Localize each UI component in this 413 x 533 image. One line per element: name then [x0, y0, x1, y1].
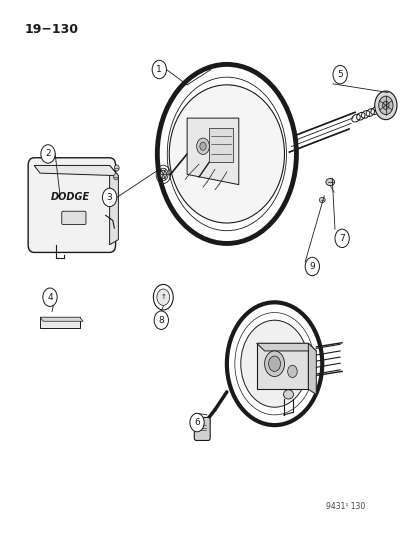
- Polygon shape: [308, 343, 316, 394]
- Circle shape: [160, 171, 166, 179]
- Ellipse shape: [283, 390, 293, 399]
- Circle shape: [378, 96, 392, 115]
- Circle shape: [304, 257, 319, 276]
- Text: 4: 4: [47, 293, 53, 302]
- Circle shape: [102, 188, 116, 207]
- Circle shape: [157, 289, 169, 305]
- Circle shape: [41, 145, 55, 163]
- Polygon shape: [187, 118, 238, 184]
- FancyBboxPatch shape: [62, 211, 86, 224]
- Circle shape: [374, 91, 396, 119]
- Circle shape: [196, 138, 209, 155]
- Circle shape: [332, 66, 347, 84]
- Circle shape: [113, 174, 118, 180]
- Polygon shape: [256, 343, 316, 351]
- Circle shape: [190, 414, 204, 432]
- Text: 2: 2: [45, 149, 51, 158]
- Text: 7: 7: [338, 234, 344, 243]
- Text: 1: 1: [156, 65, 162, 74]
- Text: 5: 5: [337, 70, 342, 79]
- Polygon shape: [34, 165, 118, 176]
- Circle shape: [334, 229, 349, 247]
- Text: 6: 6: [194, 418, 199, 427]
- Polygon shape: [109, 165, 118, 245]
- FancyBboxPatch shape: [256, 343, 308, 389]
- Circle shape: [152, 60, 166, 79]
- FancyBboxPatch shape: [194, 417, 210, 440]
- Ellipse shape: [325, 179, 334, 185]
- FancyBboxPatch shape: [40, 317, 80, 328]
- Circle shape: [287, 365, 297, 377]
- Ellipse shape: [169, 85, 284, 223]
- Circle shape: [264, 351, 284, 376]
- Circle shape: [154, 311, 168, 329]
- Circle shape: [268, 356, 280, 372]
- Circle shape: [43, 288, 57, 306]
- Ellipse shape: [318, 197, 325, 203]
- Circle shape: [153, 285, 173, 310]
- Circle shape: [199, 142, 206, 150]
- Circle shape: [382, 101, 388, 109]
- Text: ↑: ↑: [160, 294, 166, 300]
- Text: 9431¹ 130: 9431¹ 130: [326, 502, 365, 511]
- Polygon shape: [209, 128, 232, 161]
- FancyBboxPatch shape: [28, 158, 115, 253]
- Polygon shape: [40, 317, 83, 321]
- Circle shape: [240, 320, 308, 407]
- Text: DODGE: DODGE: [50, 192, 89, 203]
- Text: 9: 9: [309, 262, 314, 271]
- Text: 3: 3: [107, 193, 112, 202]
- Circle shape: [114, 165, 119, 171]
- Text: 8: 8: [158, 316, 164, 325]
- Text: 19−130: 19−130: [24, 23, 78, 36]
